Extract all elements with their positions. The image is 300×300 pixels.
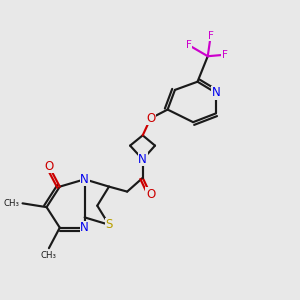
- Text: CH₃: CH₃: [4, 199, 20, 208]
- Text: S: S: [105, 218, 113, 231]
- Text: F: F: [222, 50, 228, 60]
- Text: N: N: [138, 153, 147, 166]
- Text: CH₃: CH₃: [41, 251, 57, 260]
- Text: F: F: [208, 31, 214, 41]
- Text: N: N: [80, 221, 89, 234]
- Text: N: N: [80, 173, 89, 186]
- Text: N: N: [212, 86, 220, 99]
- Text: O: O: [146, 112, 155, 125]
- Text: O: O: [44, 160, 53, 172]
- Text: F: F: [186, 40, 192, 50]
- Text: O: O: [146, 188, 155, 201]
